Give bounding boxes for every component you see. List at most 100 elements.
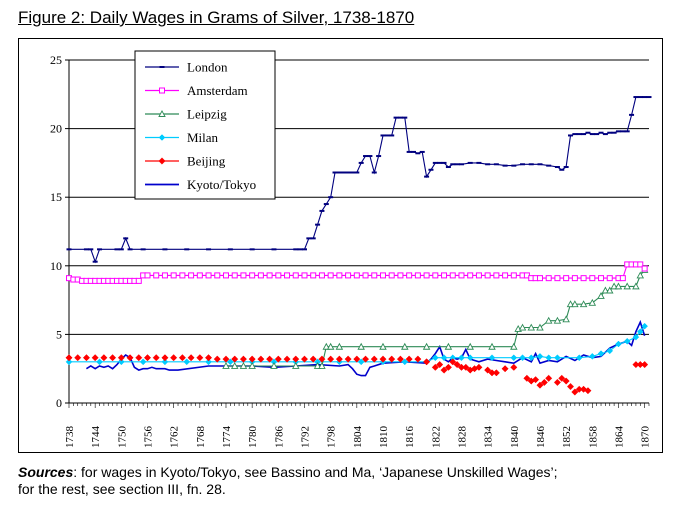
data-point-milan	[139, 358, 147, 366]
data-point-beijing	[344, 355, 352, 363]
series-amsterdam	[66, 261, 648, 284]
x-tick-label: 1750	[116, 426, 128, 449]
data-point-amsterdam	[231, 272, 238, 279]
data-point-beijing	[462, 363, 470, 371]
y-tick-label: 10	[50, 259, 62, 273]
legend-marker-beijing	[158, 157, 166, 165]
data-point-beijing	[135, 354, 143, 362]
data-point-leipzig	[444, 342, 453, 350]
data-point-beijing	[300, 355, 309, 363]
data-point-milan	[606, 347, 614, 355]
x-tick-label: 1798	[326, 426, 338, 449]
data-point-beijing	[449, 358, 457, 366]
data-point-amsterdam	[327, 272, 334, 279]
data-point-amsterdam	[493, 272, 500, 279]
x-tick-label: 1786	[273, 426, 285, 449]
data-point-beijing	[501, 365, 509, 373]
legend-label-kyoto-tokyo: Kyoto/Tokyo	[187, 177, 256, 192]
legend-marker-milan	[158, 134, 166, 141]
legend-label-london: London	[187, 60, 228, 75]
x-tick-label: 1840	[509, 425, 521, 448]
data-point-amsterdam	[214, 272, 221, 279]
data-point-beijing	[532, 376, 540, 384]
data-point-amsterdam	[475, 272, 482, 279]
data-point-leipzig	[318, 362, 326, 369]
data-point-amsterdam	[510, 272, 517, 279]
data-point-beijing	[283, 355, 291, 363]
data-point-amsterdam	[135, 277, 142, 284]
data-point-leipzig	[632, 282, 640, 290]
data-point-beijing	[196, 354, 204, 362]
data-point-milan	[431, 354, 439, 362]
data-point-milan	[401, 358, 409, 366]
data-point-beijing	[584, 387, 592, 395]
data-point-beijing	[396, 355, 404, 363]
data-point-beijing	[440, 366, 448, 374]
series-line-kyoto-tokyo	[85, 319, 646, 377]
data-point-beijing	[553, 378, 561, 386]
data-point-amsterdam	[362, 272, 369, 279]
data-point-beijing	[74, 354, 82, 362]
data-point-amsterdam	[222, 272, 229, 279]
y-tick-label: 0	[56, 396, 62, 410]
data-point-beijing	[109, 354, 117, 362]
data-point-milan	[183, 358, 191, 366]
data-point-milan	[458, 354, 465, 362]
data-point-beijing	[170, 354, 178, 362]
data-point-beijing	[536, 381, 544, 389]
data-point-amsterdam	[379, 272, 386, 279]
legend-label-leipzig: Leipzig	[187, 107, 227, 122]
sources-label: Sources	[18, 464, 74, 480]
data-point-milan	[615, 340, 622, 348]
series-layer	[65, 96, 652, 396]
chart-frame: 0 5 10 15 20 25 1738 1744 1750 1756 1762 1768 1774 17…	[18, 38, 663, 453]
data-point-beijing	[318, 355, 326, 363]
x-tick-label: 1756	[142, 426, 154, 449]
x-tick-label: 1804	[352, 426, 364, 449]
data-point-beijing	[431, 363, 439, 371]
data-point-milan	[597, 350, 605, 357]
legend-label-beijing: Beijing	[187, 154, 226, 169]
data-point-amsterdam	[249, 272, 256, 279]
y-tick-label: 25	[50, 53, 62, 67]
x-tick-label: 1822	[430, 426, 442, 448]
data-point-beijing	[152, 354, 160, 362]
data-point-beijing	[510, 363, 518, 371]
legend-label-milan: Milan	[187, 130, 219, 145]
data-point-leipzig	[601, 286, 610, 294]
data-point-milan	[641, 322, 648, 330]
data-point-leipzig	[270, 362, 278, 369]
data-point-leipzig	[379, 342, 387, 350]
data-point-beijing	[274, 355, 282, 363]
data-point-beijing	[540, 378, 548, 386]
data-point-amsterdam	[554, 275, 561, 282]
data-point-amsterdam	[292, 272, 299, 279]
data-point-beijing	[361, 355, 370, 363]
data-point-leipzig	[544, 316, 553, 324]
data-point-beijing	[370, 355, 378, 363]
data-point-beijing	[213, 355, 221, 363]
data-point-beijing	[82, 354, 90, 362]
data-point-milan	[65, 358, 73, 366]
data-point-milan	[588, 352, 596, 360]
data-point-beijing	[178, 354, 186, 362]
data-point-amsterdam	[353, 272, 360, 279]
data-point-leipzig	[614, 282, 623, 290]
data-point-amsterdam	[284, 272, 291, 279]
sources-line-1: : for wages in Kyoto/Tokyo, see Bassino …	[73, 464, 558, 480]
data-point-beijing	[558, 374, 566, 382]
x-tick-label: 1810	[378, 426, 390, 449]
data-point-leipzig	[636, 271, 645, 279]
data-point-leipzig	[248, 362, 256, 369]
x-tick-label: 1858	[587, 426, 599, 449]
sources-line-2: for the rest, see section III, fn. 28.	[18, 481, 226, 497]
data-point-beijing	[231, 355, 239, 363]
data-point-amsterdam	[571, 275, 578, 282]
data-point-amsterdam	[161, 272, 168, 279]
data-point-leipzig	[313, 362, 322, 369]
data-point-leipzig	[357, 342, 365, 350]
data-point-leipzig	[553, 316, 562, 324]
data-point-beijing	[91, 354, 99, 362]
data-point-amsterdam	[301, 272, 308, 279]
data-point-beijing	[335, 355, 343, 363]
